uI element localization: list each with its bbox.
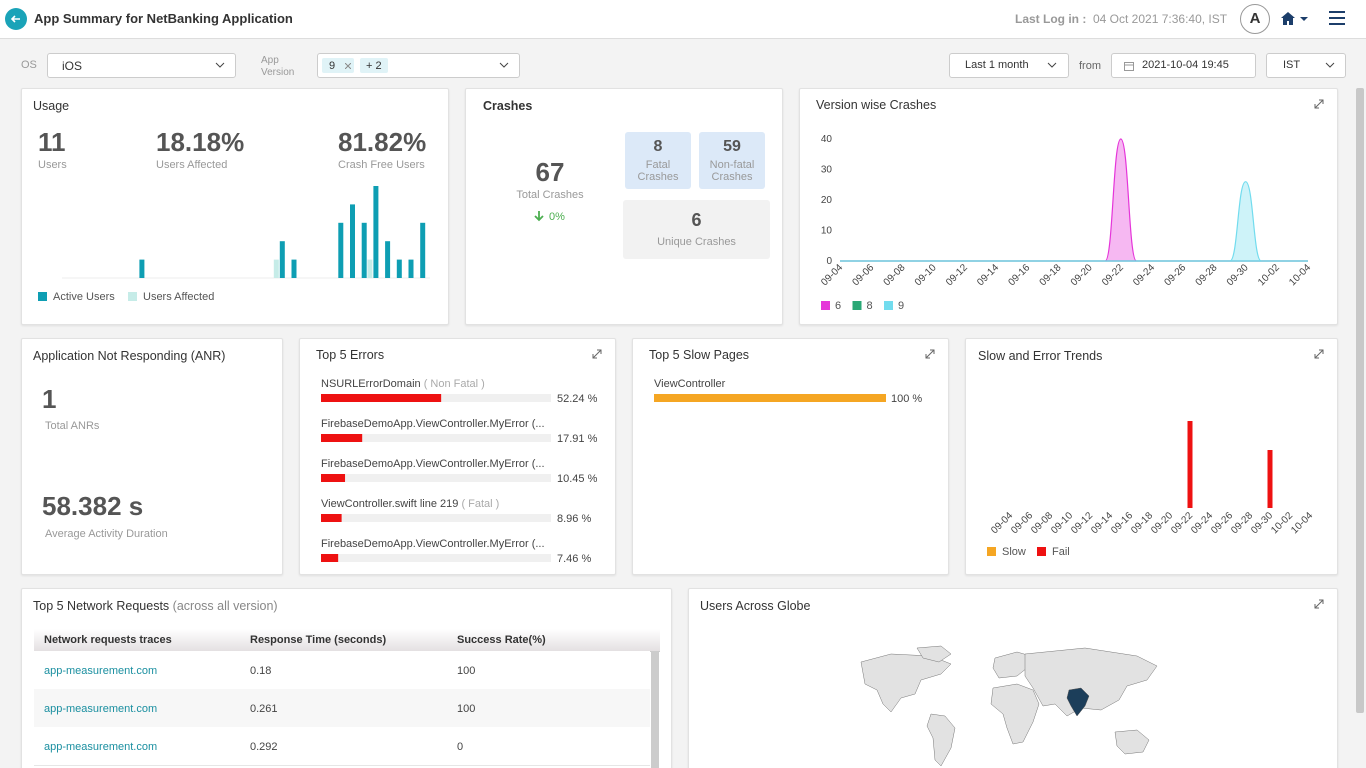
table-row: app-measurement.com 0.292 0: [34, 727, 650, 766]
back-button[interactable]: [5, 8, 27, 30]
period-select[interactable]: Last 1 month: [949, 53, 1069, 78]
subtitle: (across all version): [172, 599, 278, 613]
page-scrollbar: [1356, 88, 1364, 713]
stat-value: 81.82%: [338, 127, 427, 157]
usage-card: Usage: [21, 88, 449, 325]
table-cell: 0: [457, 741, 464, 753]
non-fatal-label: Non-fatal Crashes: [709, 159, 755, 183]
chevron: [1325, 62, 1335, 68]
network-card: Top 5 Network Requests (across all versi…: [21, 588, 672, 768]
anr-total: 1: [42, 384, 57, 414]
total-crashes: 67: [535, 157, 565, 187]
home-menu[interactable]: [1279, 10, 1313, 28]
total-crashes-label: Total Crashes: [516, 189, 584, 201]
version-card: Version wise Crashes: [799, 88, 1338, 325]
table-row: app-measurement.com 0.261 100: [34, 689, 650, 728]
os-label: OS: [21, 59, 37, 71]
anr-avg: 58.382 s: [42, 491, 144, 521]
expand-icon[interactable]: [1314, 599, 1324, 609]
app-version-label: Version: [261, 67, 295, 78]
version-chip[interactable]: + 2: [360, 58, 388, 73]
non-fatal-count: 59: [723, 138, 741, 155]
expand-icon[interactable]: [925, 349, 935, 359]
fatal-count: 8: [653, 138, 663, 155]
from-date: 2021-10-04 19:45: [1142, 59, 1229, 71]
table-header: Network requests traces Response Time (s…: [34, 629, 660, 652]
chip-text: 9: [329, 60, 336, 72]
header: [0, 0, 1366, 39]
date-input[interactable]: 2021-10-04 19:45: [1111, 53, 1256, 78]
anr-total-label: Total ANRs: [45, 420, 100, 432]
menu[interactable]: [1329, 10, 1345, 26]
fatal-box: 8 Fatal Crashes: [625, 132, 691, 189]
card-title: Slow and Error Trends: [978, 349, 1103, 363]
calendar-icon: [1124, 62, 1134, 71]
card-title: Application Not Responding (ANR): [33, 349, 226, 363]
os-value: iOS: [62, 59, 83, 73]
request-link[interactable]: app-measurement.com: [44, 703, 158, 715]
down-arrow: [534, 211, 544, 222]
world-map: [860, 645, 1158, 767]
table-cell: 0.261: [250, 703, 278, 715]
avatar[interactable]: A: [1240, 4, 1270, 34]
timezone: IST: [1283, 59, 1301, 71]
column-header: Response Time (seconds): [250, 634, 387, 646]
anr-avg-label: Average Activity Duration: [45, 528, 168, 540]
request-link[interactable]: app-measurement.com: [44, 665, 158, 677]
unique-label: Unique Crashes: [657, 236, 736, 248]
card-title: Top 5 Network Requests (across all versi…: [33, 599, 278, 613]
column-header: Success Rate(%): [457, 634, 546, 646]
table-cell: 0.292: [250, 741, 278, 753]
period: Last 1 month: [965, 59, 1029, 71]
table-cell: 100: [457, 703, 476, 715]
fatal-label: Fatal Crashes: [637, 159, 679, 183]
errors-card: Top 5 Errors: [299, 338, 616, 575]
card-title: Users Across Globe: [700, 599, 811, 613]
last-login-label: Last Log in :: [1015, 12, 1087, 26]
table-row: app-measurement.com 0.18 100: [34, 651, 650, 690]
chevron: [499, 62, 509, 68]
trends-card: Slow and Error Trends: [965, 338, 1338, 575]
globe-card: Users Across Globe: [688, 588, 1338, 768]
non-fatal-box: 59 Non-fatal Crashes: [699, 132, 765, 189]
card-title: Crashes: [483, 99, 533, 113]
expand-icon[interactable]: [1314, 349, 1324, 359]
card-title: Top 5 Errors: [316, 348, 385, 362]
last-login: 04 Oct 2021 7:36:40, IST: [1093, 12, 1228, 26]
table-cell: 0.18: [250, 665, 272, 677]
app-version-label: App: [261, 55, 279, 66]
chevron: [1047, 62, 1057, 68]
column-header: Network requests traces: [44, 634, 172, 646]
unique-box: 6 Unique Crashes: [623, 200, 770, 259]
from-label: from: [1079, 60, 1101, 72]
version-chip[interactable]: 9: [322, 58, 354, 73]
title: Top 5 Network Requests: [33, 599, 170, 613]
request-link[interactable]: app-measurement.com: [44, 741, 158, 753]
chevron: [215, 62, 225, 68]
stat-label: Crash Free Users: [338, 159, 425, 171]
card-title: Version wise Crashes: [816, 98, 937, 112]
crash-trend: 0%: [549, 211, 565, 223]
chip-text: + 2: [366, 60, 382, 72]
stat-value: 11: [38, 127, 66, 157]
stat-label: Users Affected: [156, 159, 228, 171]
expand-icon[interactable]: [592, 349, 602, 359]
timezone-select[interactable]: IST: [1266, 53, 1346, 78]
page-title: App Summary for NetBanking Application: [34, 11, 293, 26]
scrollbar: [651, 651, 659, 768]
stat-label: Users: [38, 159, 67, 171]
card-title: Usage: [33, 99, 70, 113]
version-select[interactable]: 9 + 2: [317, 53, 520, 78]
chip-remove[interactable]: [345, 63, 351, 69]
slow-pages-card: Top 5 Slow Pages: [632, 338, 949, 575]
os-select[interactable]: iOS: [47, 53, 236, 78]
unique-count: 6: [691, 210, 702, 230]
stat-value: 18.18%: [156, 127, 245, 157]
expand-icon[interactable]: [1314, 99, 1324, 109]
card-title: Top 5 Slow Pages: [649, 348, 750, 362]
table-cell: 100: [457, 665, 476, 677]
anr-card: Application Not Responding (ANR): [21, 338, 283, 575]
